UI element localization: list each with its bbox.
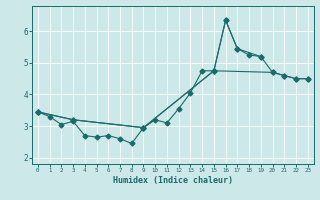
X-axis label: Humidex (Indice chaleur): Humidex (Indice chaleur) [113, 176, 233, 185]
